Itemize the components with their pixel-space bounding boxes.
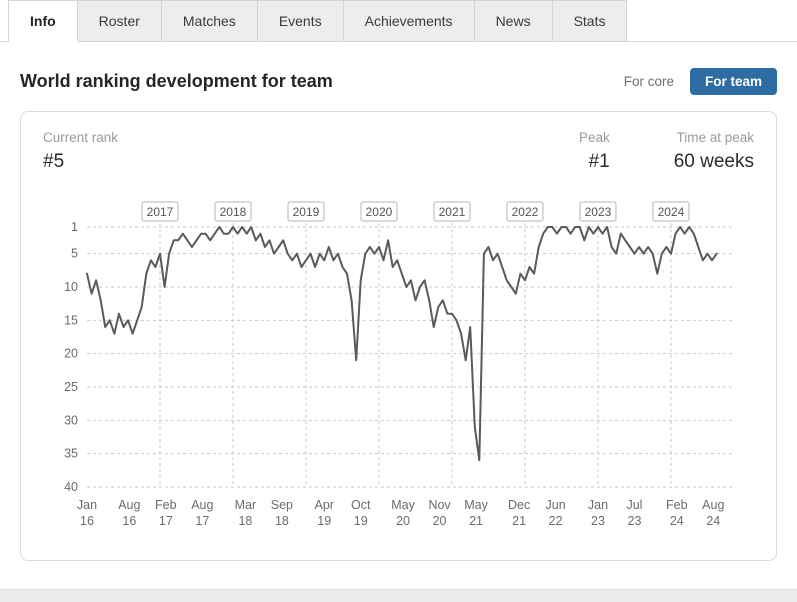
time-at-peak-value: 60 weeks <box>673 151 754 172</box>
svg-text:23: 23 <box>591 514 605 528</box>
ranking-chart-container: 1 5 10 15 20 25 30 35 40 2017 2018 2019 2020 2021 2022… <box>39 187 758 554</box>
tab-matches[interactable]: Matches <box>160 0 258 42</box>
svg-text:30: 30 <box>64 413 78 427</box>
svg-text:18: 18 <box>275 514 289 528</box>
svg-text:Jan: Jan <box>588 498 608 512</box>
tab-roster[interactable]: Roster <box>76 0 162 42</box>
svg-text:16: 16 <box>80 514 94 528</box>
svg-text:Aug: Aug <box>191 498 213 512</box>
svg-text:Dec: Dec <box>508 498 530 512</box>
svg-text:Aug: Aug <box>702 498 724 512</box>
svg-text:Jul: Jul <box>626 498 642 512</box>
svg-text:Nov: Nov <box>428 498 451 512</box>
svg-text:20: 20 <box>433 514 447 528</box>
svg-text:35: 35 <box>64 447 78 461</box>
svg-text:Oct: Oct <box>351 498 371 512</box>
svg-text:5: 5 <box>71 247 78 261</box>
peak-label: Peak <box>578 130 610 145</box>
time-at-peak-stat: Time at peak 60 weeks <box>674 130 754 173</box>
heading-row: World ranking development for team For c… <box>0 68 797 95</box>
svg-text:2022: 2022 <box>512 205 539 219</box>
chart-series-line <box>86 226 718 462</box>
chart-year-labels: 2017 2018 2019 2020 2021 2022 2023 2024 <box>141 201 690 222</box>
footer-strip <box>0 589 797 602</box>
ranking-card: Current rank #5 Peak #1 Time at peak 60 … <box>20 111 777 561</box>
svg-text:18: 18 <box>238 514 252 528</box>
svg-text:23: 23 <box>628 514 642 528</box>
svg-text:2017: 2017 <box>147 205 174 219</box>
svg-text:17: 17 <box>159 514 173 528</box>
svg-text:40: 40 <box>64 480 78 494</box>
chart-x-axis-labels: Jan 16 Aug 16 Feb 17 Aug 17 Mar 18 Sep 18 Apr 19 Oct 19… <box>77 498 725 528</box>
peak-value: #1 <box>588 151 610 172</box>
svg-text:May: May <box>464 498 488 512</box>
svg-text:2023: 2023 <box>585 205 612 219</box>
current-rank-label: Current rank <box>43 130 119 145</box>
tab-achievements[interactable]: Achievements <box>342 0 475 42</box>
svg-text:May: May <box>391 498 415 512</box>
svg-text:19: 19 <box>354 514 368 528</box>
svg-text:Mar: Mar <box>235 498 257 512</box>
svg-text:25: 25 <box>64 380 78 394</box>
time-at-peak-label: Time at peak <box>676 130 754 145</box>
for-team-button[interactable]: For team <box>689 68 777 95</box>
svg-text:21: 21 <box>469 514 483 528</box>
tab-stats[interactable]: Stats <box>551 0 628 42</box>
svg-text:Jun: Jun <box>546 498 566 512</box>
tab-news[interactable]: News <box>473 0 553 42</box>
tab-bar: Info Roster Matches Events Achievements … <box>0 0 797 42</box>
svg-text:Sep: Sep <box>271 498 293 512</box>
svg-text:2024: 2024 <box>658 205 685 219</box>
svg-text:2018: 2018 <box>220 205 247 219</box>
svg-text:24: 24 <box>670 514 684 528</box>
svg-text:15: 15 <box>64 313 78 327</box>
tab-events[interactable]: Events <box>256 0 344 42</box>
svg-text:22: 22 <box>549 514 563 528</box>
svg-text:2019: 2019 <box>293 205 320 219</box>
svg-text:10: 10 <box>64 280 78 294</box>
svg-text:Apr: Apr <box>315 498 334 512</box>
svg-text:21: 21 <box>512 514 526 528</box>
current-rank-stat: Current rank #5 <box>43 130 579 173</box>
svg-text:Feb: Feb <box>155 498 177 512</box>
svg-text:Feb: Feb <box>666 498 688 512</box>
for-core-button[interactable]: For core <box>623 74 674 89</box>
svg-text:Aug: Aug <box>118 498 140 512</box>
svg-text:20: 20 <box>396 514 410 528</box>
current-rank-value: #5 <box>43 151 65 172</box>
ranking-scope-toggle: For core For team <box>624 68 777 95</box>
svg-text:16: 16 <box>122 514 136 528</box>
page-title: World ranking development for team <box>20 71 333 91</box>
peak-stat: Peak #1 <box>579 130 610 173</box>
svg-text:2021: 2021 <box>439 205 466 219</box>
svg-text:24: 24 <box>706 514 720 528</box>
svg-text:2020: 2020 <box>366 205 393 219</box>
rank-stats-row: Current rank #5 Peak #1 Time at peak 60 … <box>39 128 758 173</box>
svg-text:19: 19 <box>317 514 331 528</box>
svg-text:1: 1 <box>71 220 78 234</box>
svg-text:17: 17 <box>195 514 209 528</box>
chart-grid <box>87 205 733 488</box>
svg-text:20: 20 <box>64 347 78 361</box>
tab-info[interactable]: Info <box>8 0 78 42</box>
svg-text:Jan: Jan <box>77 498 97 512</box>
